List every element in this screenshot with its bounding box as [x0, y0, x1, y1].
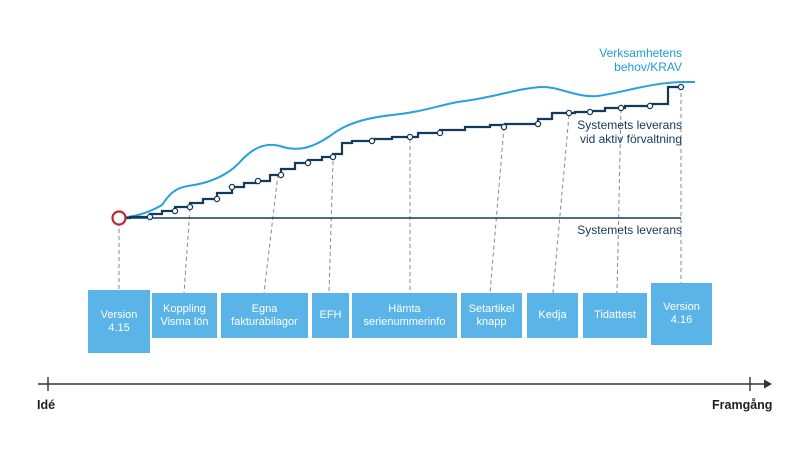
staircase-dot — [186, 203, 194, 211]
milestone-version-416: Version 4.16 — [651, 283, 712, 345]
staircase-dot — [146, 213, 154, 221]
staircase-dot — [277, 171, 285, 179]
label-managed-delivery: Systemets leverans vid aktiv förvaltning — [577, 118, 682, 146]
need-curve — [118, 81, 695, 219]
connector-tidattest — [616, 108, 622, 294]
milestone-efh: EFH — [312, 293, 349, 338]
milestone-tidattest: Tidattest — [583, 293, 647, 338]
connector-kedja — [552, 114, 570, 294]
connector-efh — [328, 160, 334, 294]
staircase-dot — [534, 120, 542, 128]
milestone-hamta-serienummerinfo: Hämta serienummerinfo — [352, 293, 457, 338]
connector-koppling — [183, 207, 191, 294]
staircase-dot — [565, 109, 573, 117]
managed-staircase — [119, 85, 681, 220]
milestone-kedja: Kedja — [527, 293, 578, 338]
staircase-dot — [646, 102, 654, 110]
timeline-arrowhead — [764, 379, 772, 389]
staircase-dot — [617, 104, 625, 112]
staircase-dots — [146, 83, 685, 221]
staircase-dot — [213, 195, 221, 203]
milestone-egna-fakturabilagor: Egna fakturabilagor — [221, 293, 308, 338]
staircase-dot — [228, 183, 236, 191]
label-base-delivery: Systemets leverans — [577, 223, 682, 237]
axis-label-end: Framgång — [712, 398, 773, 412]
staircase-dot — [586, 108, 594, 116]
axis-label-start: Idé — [37, 398, 56, 412]
label-need: Verksamhetens behov/KRAV — [599, 46, 682, 74]
milestone-setartikel-knapp: Setartikel knapp — [461, 293, 522, 338]
staircase-dot — [304, 159, 312, 167]
milestone-version-415: Version 4.15 — [88, 290, 150, 353]
staircase-dot — [171, 207, 179, 215]
dashed-connectors — [118, 86, 682, 294]
connector-egna — [263, 173, 279, 294]
milestone-koppling-visma-lon: Koppling Visma lön — [152, 293, 217, 338]
staircase-dot — [406, 133, 414, 141]
connector-setartikel — [489, 126, 505, 294]
start-marker — [111, 210, 127, 226]
staircase-dot — [254, 177, 262, 185]
staircase-dot — [436, 129, 444, 137]
staircase-dot — [500, 123, 508, 131]
staircase-dot — [677, 83, 685, 91]
staircase-dot — [329, 153, 337, 161]
staircase-dot — [368, 137, 376, 145]
